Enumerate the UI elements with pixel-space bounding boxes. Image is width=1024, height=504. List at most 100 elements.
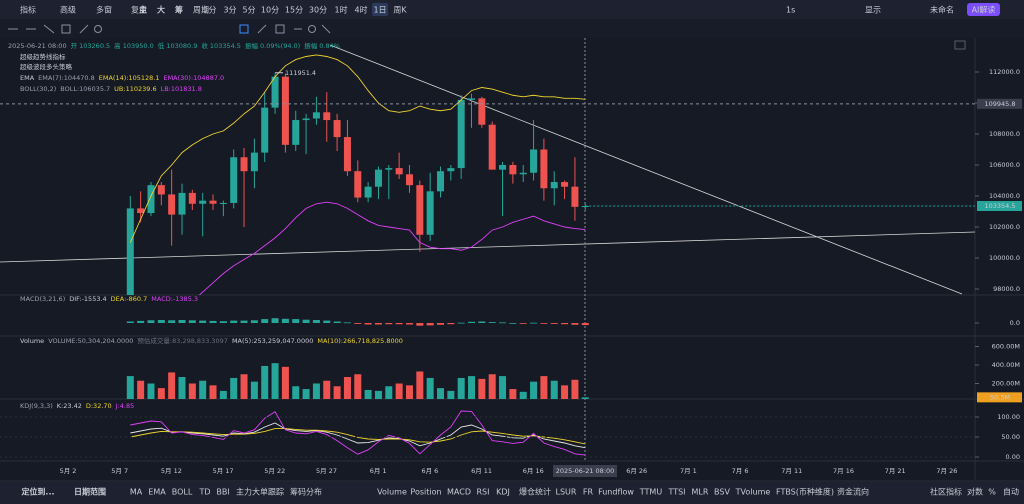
sub-indicator[interactable]: BSV bbox=[714, 488, 730, 497]
macd-bar bbox=[126, 321, 134, 323]
period[interactable]: 4时 bbox=[354, 5, 367, 15]
sub-indicator[interactable]: Position bbox=[410, 488, 441, 497]
toolbar-right[interactable]: 显示 bbox=[865, 6, 881, 15]
info-item: MACD:-1385.3 bbox=[151, 295, 198, 303]
sub-indicator[interactable]: Volume bbox=[377, 488, 407, 497]
top-bar bbox=[0, 0, 1024, 19]
period-menu[interactable]: 周期 bbox=[193, 6, 209, 15]
macd-bar bbox=[540, 323, 548, 324]
sub-indicator[interactable]: FR bbox=[583, 488, 594, 497]
macd-bar bbox=[550, 323, 558, 324]
volume-bar bbox=[385, 386, 393, 399]
macd-bar bbox=[374, 323, 382, 325]
sub-indicator[interactable]: KDJ bbox=[496, 488, 510, 497]
candle-body bbox=[405, 174, 413, 186]
candle-body bbox=[302, 118, 310, 121]
macd-bar bbox=[261, 319, 269, 323]
menu-button[interactable]: 复盘 bbox=[131, 5, 147, 15]
candle-body bbox=[571, 186, 579, 207]
macd-bar bbox=[354, 323, 362, 324]
period[interactable]: 3分 bbox=[223, 6, 236, 15]
y-tick-label: 400.00M bbox=[992, 361, 1020, 369]
main-indicator[interactable]: 筹码分布 bbox=[290, 487, 322, 497]
x-tick-label: 5月 2 bbox=[60, 467, 77, 475]
volume-bar bbox=[323, 380, 331, 399]
bottom-button[interactable]: 日期范围 bbox=[74, 487, 106, 497]
volume-bar bbox=[364, 389, 372, 399]
indicator-name: 超级波段多头策略 bbox=[20, 62, 73, 71]
volume-bar bbox=[271, 363, 279, 399]
macd-bar bbox=[509, 323, 517, 324]
volume-bar bbox=[499, 376, 507, 399]
period[interactable]: 30分 bbox=[309, 6, 327, 15]
candle-body bbox=[540, 149, 548, 189]
period[interactable]: 1分 bbox=[203, 6, 216, 15]
volume-bar bbox=[292, 386, 300, 399]
volume-bar bbox=[457, 377, 465, 399]
sub-indicator[interactable]: MLR bbox=[692, 488, 709, 497]
volume-bar bbox=[478, 378, 486, 399]
sub-indicator[interactable]: LSUR bbox=[556, 488, 577, 497]
ai-button[interactable] bbox=[967, 3, 1000, 16]
candle-body bbox=[188, 192, 196, 204]
sub-indicator[interactable]: 资金流向 bbox=[837, 487, 869, 497]
boll-lower bbox=[198, 201, 586, 295]
chip[interactable]: 大 bbox=[157, 5, 165, 15]
main-indicator[interactable]: BBI bbox=[216, 488, 229, 497]
sub-indicator[interactable]: RSI bbox=[477, 488, 490, 497]
chip[interactable]: 主 bbox=[139, 5, 147, 15]
x-tick-label: 6月 16 bbox=[523, 467, 544, 475]
menu-button[interactable]: 多窗 bbox=[96, 5, 112, 15]
sub-indicator[interactable]: FTBS(币种维度) bbox=[776, 487, 834, 497]
period[interactable]: 周K bbox=[393, 6, 407, 15]
main-indicator[interactable]: 主力大单跟踪 bbox=[236, 487, 284, 497]
info-item: 收 103354.5 bbox=[201, 41, 241, 50]
price-line-badge bbox=[977, 98, 1022, 109]
volume-bar bbox=[519, 391, 527, 399]
sub-indicator[interactable]: TTMU bbox=[639, 488, 663, 497]
candle-body bbox=[478, 98, 486, 125]
macd-bar bbox=[178, 320, 186, 323]
bottom-right[interactable]: 对数 bbox=[967, 487, 983, 497]
period[interactable]: 15分 bbox=[285, 6, 303, 15]
sub-indicator[interactable]: 爆仓统计 bbox=[519, 487, 551, 497]
volume-bar bbox=[157, 388, 165, 399]
bottom-right[interactable]: 自动 bbox=[1003, 487, 1019, 497]
y-tick-label: 100000.0 bbox=[989, 254, 1020, 262]
period[interactable]: 5分 bbox=[242, 6, 255, 15]
price-line-label: 109945.8 bbox=[984, 100, 1015, 108]
period[interactable]: 10分 bbox=[261, 6, 279, 15]
toolbar-right[interactable]: 未命名 bbox=[930, 5, 954, 15]
info-item: J:4.85 bbox=[115, 402, 135, 410]
info-item: D:32.70 bbox=[86, 402, 112, 410]
info-item: 2025-06-21 08:00 bbox=[8, 42, 67, 50]
menu-button[interactable]: 高级 bbox=[60, 5, 76, 15]
main-indicator[interactable]: EMA bbox=[148, 488, 166, 497]
last-price-badge bbox=[977, 201, 1022, 212]
candle-body bbox=[499, 165, 507, 170]
sub-indicator[interactable]: MACD bbox=[447, 488, 471, 497]
bottom-right[interactable]: 社区指标 bbox=[930, 487, 962, 497]
menu-button[interactable]: 指标 bbox=[20, 5, 36, 15]
x-tick-label: 6月 26 bbox=[626, 467, 647, 475]
ai-label[interactable]: AI解读 bbox=[972, 5, 996, 15]
main-indicator[interactable]: MA bbox=[130, 488, 143, 497]
main-indicator[interactable]: BOLL bbox=[172, 488, 193, 497]
bottom-button[interactable]: 定位到... bbox=[20, 487, 54, 497]
macd-bar bbox=[230, 320, 238, 323]
sub-indicator[interactable]: TTSI bbox=[667, 488, 685, 497]
macd-bar bbox=[199, 320, 207, 323]
info-item: EMA(30):104887.0 bbox=[163, 74, 224, 82]
chip[interactable]: 筹 bbox=[175, 5, 183, 15]
macd-bar bbox=[271, 318, 279, 323]
macd-bar bbox=[323, 320, 331, 323]
toolbar-right[interactable]: 1s bbox=[786, 6, 795, 15]
main-indicator[interactable]: TD bbox=[198, 488, 210, 497]
y-tick-label: 104000.0 bbox=[989, 192, 1020, 200]
sub-indicator[interactable]: Fundflow bbox=[598, 488, 634, 497]
bottom-right[interactable]: % bbox=[988, 488, 996, 497]
period[interactable]: 1时 bbox=[334, 5, 347, 15]
sub-indicator[interactable]: TVolume bbox=[735, 488, 771, 497]
period[interactable]: 1日 bbox=[373, 6, 386, 15]
